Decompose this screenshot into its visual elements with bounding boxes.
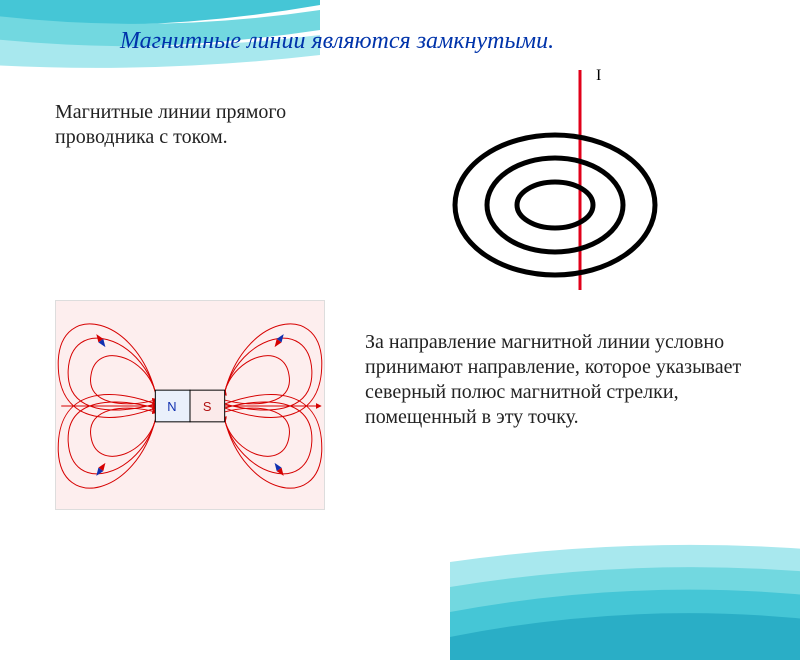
- bar-magnet-figure: N S: [55, 300, 325, 510]
- field-lines-diagram: I: [400, 60, 710, 300]
- current-label: I: [596, 67, 601, 84]
- right-caption: За направление магнитной линии условно п…: [365, 330, 760, 430]
- magnet-n-label: N: [167, 399, 176, 414]
- magnet-s-label: S: [203, 399, 212, 414]
- swoosh-bottom: [450, 520, 800, 660]
- page-title: Магнитные линии являются замкнутыми.: [120, 28, 750, 55]
- left-caption: Магнитные линии прямого проводника с ток…: [55, 100, 315, 150]
